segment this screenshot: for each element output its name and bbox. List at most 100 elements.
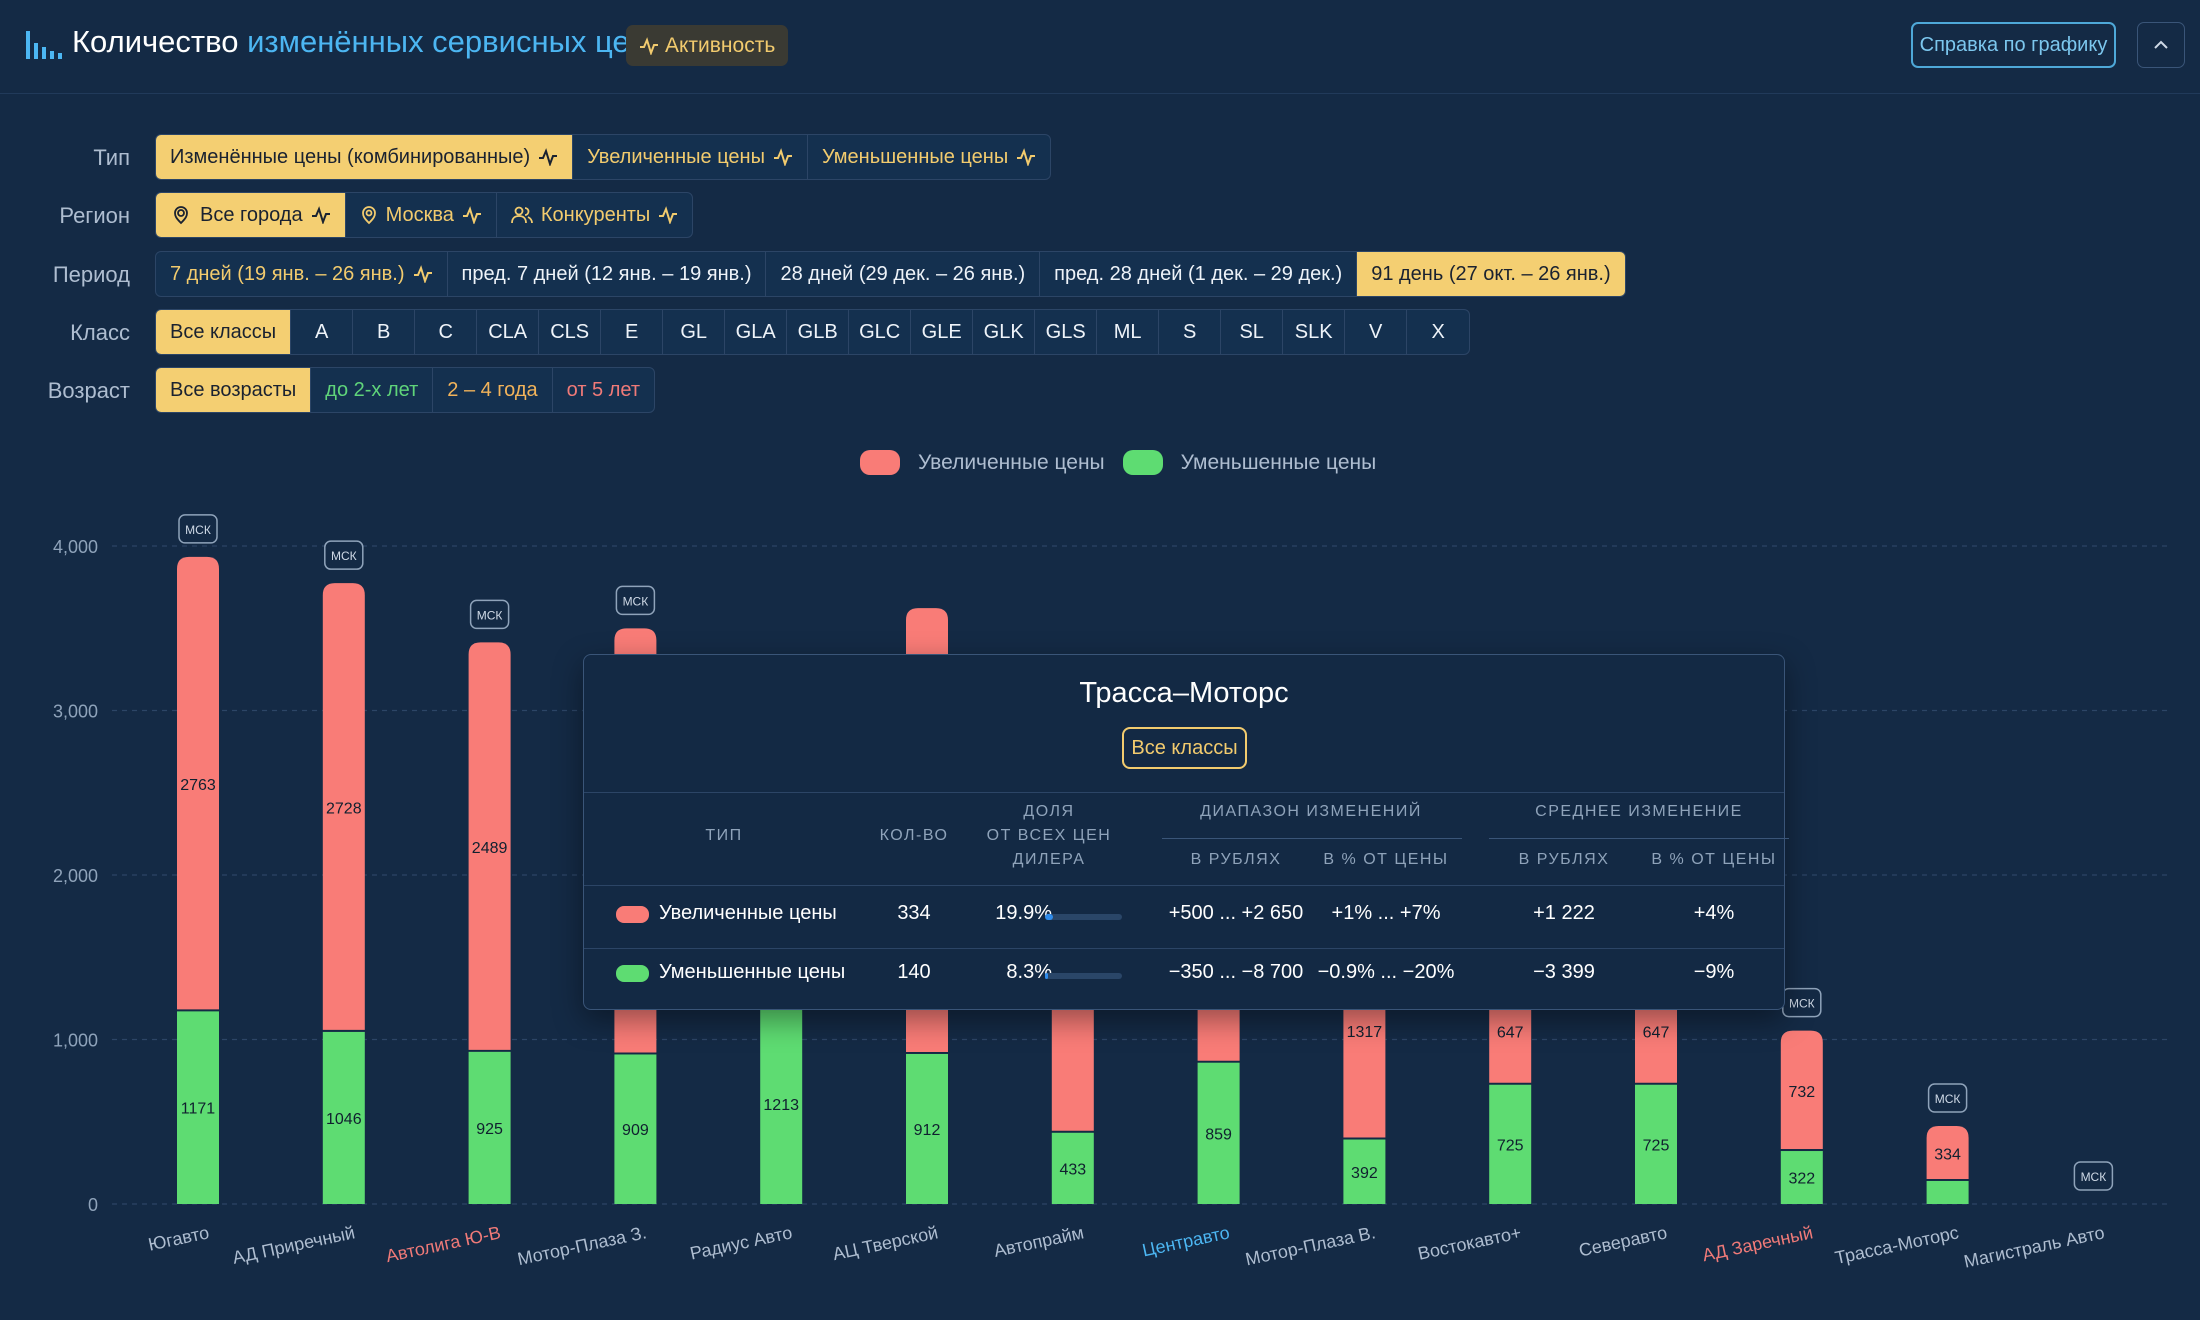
period-option-28-days[interactable]: 28 дней (29 дек. – 26 янв.) [766, 252, 1041, 296]
class-option-b[interactable]: B [353, 310, 416, 354]
class-option-ml[interactable]: ML [1097, 310, 1160, 354]
tooltip-row-share: 8.3% [1006, 961, 1052, 983]
tooltip-row-avg-pct: +4% [1693, 902, 1735, 924]
msk-badge-label: МСК [1935, 1092, 1961, 1106]
age-option-2-4[interactable]: 2 – 4 года [433, 368, 553, 412]
tooltip-divider [584, 948, 1784, 949]
filter-label-age: Возраст [47, 378, 130, 403]
data-label-decreased: 909 [622, 1122, 649, 1139]
x-tick-label: Автопрайм [992, 1222, 1086, 1261]
collapse-button[interactable] [2137, 22, 2185, 68]
y-tick-label: 1,000 [53, 1031, 98, 1051]
data-label-decreased: 725 [1497, 1137, 1524, 1154]
y-tick-label: 4,000 [53, 537, 98, 557]
type-option-decreased[interactable]: Уменьшенные цены [808, 135, 1050, 179]
period-option-91-days[interactable]: 91 день (27 окт. – 26 янв.) [1357, 252, 1625, 296]
msk-badge-label: МСК [331, 549, 357, 563]
class-option-sl[interactable]: SL [1221, 310, 1284, 354]
bar-decreased [906, 1053, 948, 1204]
class-option-v[interactable]: V [1345, 310, 1408, 354]
class-option-a[interactable]: A [291, 310, 354, 354]
bar-decreased [1197, 1062, 1240, 1204]
tooltip-row-count: 334 [897, 902, 931, 924]
tooltip-header-avg: СРЕДНЕЕ ИЗМЕНЕНИЕ [1535, 803, 1743, 820]
tooltip-row-count: 140 [897, 961, 931, 983]
legend-swatch-increased [860, 450, 900, 475]
class-option-glb[interactable]: GLB [787, 310, 850, 354]
class-option-glk[interactable]: GLK [973, 310, 1036, 354]
class-option-s[interactable]: S [1159, 310, 1222, 354]
period-option-7-days[interactable]: 7 дней (19 янв. – 26 янв.) [156, 252, 448, 296]
region-option-competitors[interactable]: Конкуренты [497, 193, 692, 237]
class-option-gle[interactable]: GLE [911, 310, 974, 354]
title-part-1: Количество [72, 24, 239, 59]
period-option-prev-28-days[interactable]: пред. 28 дней (1 дек. – 29 дек.) [1040, 252, 1358, 296]
bar-decreased [1926, 1180, 1969, 1204]
class-option-c[interactable]: C [415, 310, 478, 354]
data-label-decreased: 912 [914, 1122, 941, 1139]
type-option-increased[interactable]: Увеличенные цены [573, 135, 808, 179]
class-option-e[interactable]: E [601, 310, 664, 354]
x-tick-label: Мотор-Плаза В. [1244, 1222, 1378, 1269]
filter-label-class: Класс [70, 320, 130, 345]
bar-increased [1780, 1030, 1823, 1150]
region-option-moscow[interactable]: Москва [346, 193, 497, 237]
class-option-gls[interactable]: GLS [1035, 310, 1098, 354]
tooltip-row-avg-rub: +1 222 [1533, 902, 1595, 924]
tooltip-share-bar [1045, 973, 1122, 979]
data-label-decreased: 859 [1205, 1126, 1232, 1143]
chart-help-button[interactable]: Справка по графику [1911, 22, 2116, 68]
pulse-icon [539, 148, 558, 166]
data-label-increased: 647 [1643, 1025, 1670, 1042]
filter-period: 7 дней (19 янв. – 26 янв.) пред. 7 дней … [155, 251, 1626, 297]
data-label-decreased: 322 [1788, 1171, 1815, 1188]
tooltip-header-underline [1489, 838, 1789, 839]
pulse-icon [413, 265, 432, 283]
tooltip-header-range-pct: В % ОТ ЦЕНЫ [1323, 851, 1449, 868]
legend-item-increased[interactable]: Увеличенные цены [860, 450, 1105, 475]
class-option-cls[interactable]: CLS [539, 310, 602, 354]
tooltip-row-range-rub: +500 ... +2 650 [1168, 902, 1304, 924]
tooltip-header-range: ДИАПАЗОН ИЗМЕНЕНИЙ [1200, 803, 1422, 820]
type-option-combined[interactable]: Изменённые цены (комбинированные) [156, 135, 574, 179]
pulse-icon [640, 36, 658, 55]
filter-age: Все возрасты до 2-х лет 2 – 4 года от 5 … [155, 367, 656, 413]
class-option-gl[interactable]: GL [663, 310, 726, 354]
tooltip-header-count: КОЛ-ВО [879, 827, 949, 844]
bar-decreased [322, 1031, 365, 1204]
title-part-2: изменённых сервисных цен [247, 24, 647, 59]
map-pin-icon [361, 206, 376, 225]
tooltip-row-type: Увеличенные цены [659, 902, 837, 924]
page-title: Количество изменённых сервисных цен [72, 22, 647, 62]
data-label-decreased: 392 [1351, 1165, 1378, 1182]
chart-legend: Увеличенные цены Уменьшенные цены [860, 450, 1376, 475]
class-option-x[interactable]: X [1431, 320, 1445, 343]
age-option-all[interactable]: Все возрасты [156, 368, 312, 412]
tooltip-class-badge: Все классы [1122, 727, 1247, 769]
region-option-all-cities[interactable]: Все города [156, 193, 346, 237]
filter-region: Все города Москва Конкуренты [155, 192, 694, 238]
data-label-increased: 2728 [326, 801, 362, 818]
tooltip-swatch-increased [616, 906, 649, 923]
period-option-prev-7-days[interactable]: пред. 7 дней (12 янв. – 19 янв.) [448, 252, 767, 296]
filter-label-type: Тип [93, 145, 130, 170]
tooltip-header-avg-rub: В РУБЛЯХ [1518, 851, 1610, 868]
x-tick-label: Югавто [146, 1222, 210, 1254]
legend-item-decreased[interactable]: Уменьшенные цены [1122, 450, 1376, 475]
class-option-cla[interactable]: CLA [477, 310, 540, 354]
region-option-label: Москва [385, 203, 454, 226]
class-option-gla[interactable]: GLA [725, 310, 788, 354]
msk-badge-label: МСК [1789, 997, 1815, 1011]
activity-badge[interactable]: Активность [626, 25, 789, 66]
tooltip-row-avg-rub: −3 399 [1533, 961, 1595, 983]
class-option-slk[interactable]: SLK [1283, 310, 1346, 354]
msk-badge [324, 540, 364, 570]
class-option-glc[interactable]: GLC [849, 310, 912, 354]
x-tick-label: Автолига Ю-В [384, 1222, 502, 1266]
msk-badge [2073, 1161, 2114, 1191]
age-option-under-2[interactable]: до 2-х лет [311, 368, 434, 412]
tooltip-header-underline [1162, 838, 1462, 839]
class-option-все-классы[interactable]: Все классы [156, 310, 292, 354]
age-option-5-plus[interactable]: от 5 лет [566, 378, 641, 401]
x-tick-label: АЦ Тверской [831, 1222, 940, 1264]
